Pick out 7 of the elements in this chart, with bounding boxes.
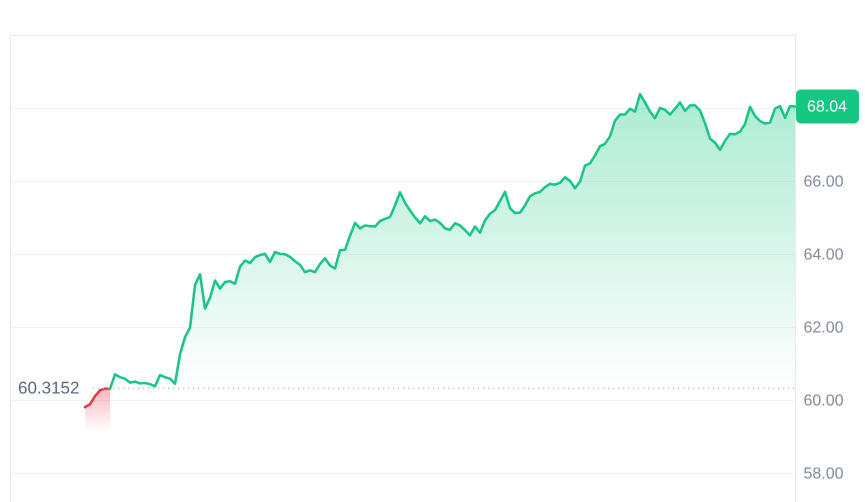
y-tick-label: 62.00 bbox=[804, 319, 844, 336]
text: 68.04 bbox=[806, 98, 848, 116]
y-tick-label: 66.00 bbox=[804, 173, 844, 190]
y-tick-label: 60.00 bbox=[804, 392, 844, 410]
y-tick-label: 64.00 bbox=[804, 246, 844, 264]
y-tick-label: 58.00 bbox=[804, 465, 844, 482]
ref-line-label: 60.3152 bbox=[18, 378, 80, 398]
